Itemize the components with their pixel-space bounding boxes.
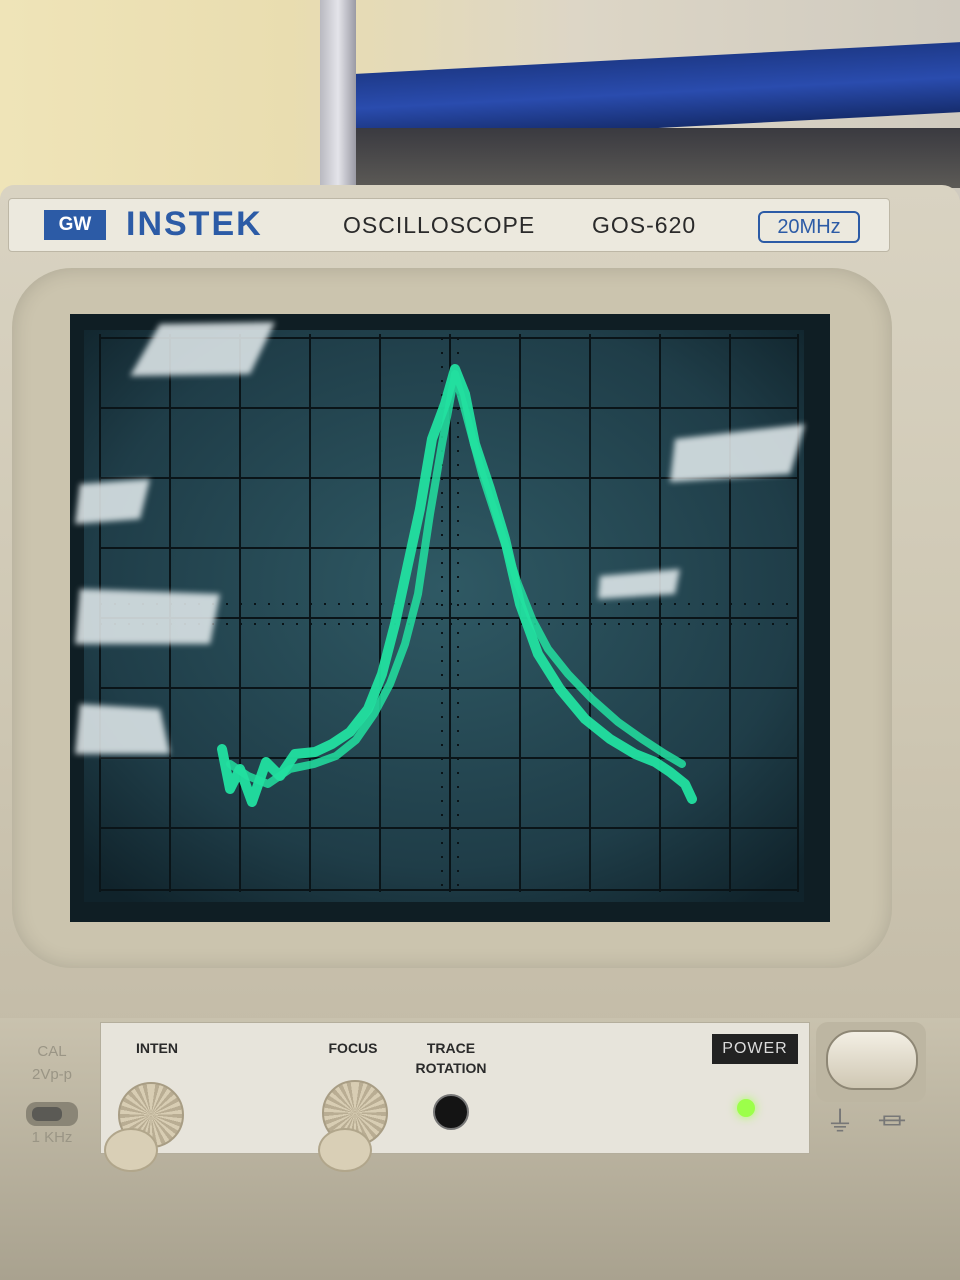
cal-label-line1: CAL (37, 1043, 67, 1060)
terminal-icon: ⏛ (878, 1106, 907, 1137)
shelf-post (320, 0, 356, 190)
focus-label: FOCUS (328, 1040, 378, 1056)
cal-output-terminal[interactable] (26, 1102, 78, 1126)
control-panel-plate (100, 1022, 810, 1154)
shelf-underside (356, 128, 960, 188)
cal-label: CAL 2Vp-p 1 KHz (14, 1040, 90, 1149)
inten-label: INTEN (136, 1040, 178, 1056)
trace-rotation-adjust[interactable] (433, 1094, 469, 1130)
focus-knob-cap[interactable] (318, 1128, 372, 1172)
crt-screen (70, 314, 830, 922)
glare-reflections (75, 322, 805, 754)
crt-display (75, 322, 805, 902)
brand-logo: INSTEK (126, 205, 263, 243)
bandwidth-badge: 20MHz (758, 211, 860, 243)
power-button[interactable] (826, 1030, 918, 1090)
gw-logo: GW (44, 210, 106, 240)
power-label: POWER (712, 1034, 798, 1064)
ground-icon: ⏚ (826, 1106, 855, 1137)
trace-rotation-label-line2: ROTATION (415, 1060, 487, 1076)
trace-rotation-label-line1: TRACE (426, 1040, 476, 1056)
inten-knob-cap[interactable] (104, 1128, 158, 1172)
cal-label-line2: 2Vp-p (31, 1066, 73, 1083)
led-icon (737, 1099, 755, 1117)
cal-label-line3: 1 KHz (31, 1129, 73, 1146)
model-label: GOS-620 (592, 212, 697, 238)
trace-rotation-label: TRACE ROTATION (398, 1038, 504, 1078)
device-type-label: OSCILLOSCOPE (343, 212, 536, 238)
waveform-trace (217, 364, 697, 807)
nameplate (8, 198, 890, 252)
